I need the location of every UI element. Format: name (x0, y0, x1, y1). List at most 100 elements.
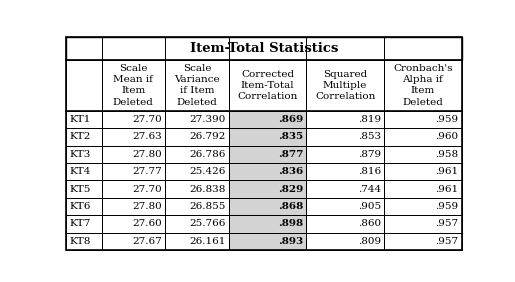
Text: 27.77: 27.77 (132, 167, 162, 176)
Bar (229, 146, 306, 163)
Text: KT3: KT3 (70, 150, 91, 159)
Bar (165, 111, 229, 128)
Bar (384, 60, 461, 111)
Text: .879: .879 (357, 150, 381, 159)
Text: 25.426: 25.426 (189, 167, 226, 176)
Bar (165, 198, 229, 215)
Bar (165, 146, 229, 163)
Text: .959: .959 (435, 115, 458, 124)
Bar (101, 215, 165, 233)
Text: KT6: KT6 (70, 202, 91, 211)
Text: .877: .877 (278, 150, 303, 159)
Bar (229, 128, 306, 146)
Bar (165, 215, 229, 233)
Bar (101, 180, 165, 198)
Text: 27.63: 27.63 (132, 133, 162, 142)
Bar (306, 146, 384, 163)
Bar (66, 215, 101, 233)
Text: .853: .853 (357, 133, 381, 142)
Bar (101, 111, 165, 128)
Bar (384, 198, 461, 215)
Text: .860: .860 (357, 219, 381, 228)
Text: .959: .959 (435, 202, 458, 211)
Text: 27.390: 27.390 (189, 115, 226, 124)
Bar (384, 233, 461, 250)
Text: 27.60: 27.60 (132, 219, 162, 228)
Text: .809: .809 (357, 237, 381, 246)
Bar (229, 198, 306, 215)
Bar (306, 233, 384, 250)
Bar (66, 233, 101, 250)
Bar (66, 180, 101, 198)
Bar (101, 163, 165, 180)
Text: .869: .869 (278, 115, 303, 124)
Bar (66, 198, 101, 215)
Bar (384, 128, 461, 146)
Text: 27.70: 27.70 (132, 185, 162, 194)
Text: Scale
Mean if
Item
Deleted: Scale Mean if Item Deleted (113, 64, 154, 107)
Text: .958: .958 (435, 150, 458, 159)
Text: Corrected
Item-Total
Correlation: Corrected Item-Total Correlation (237, 70, 298, 101)
Bar (306, 198, 384, 215)
Text: 26.161: 26.161 (189, 237, 226, 246)
Bar (66, 128, 101, 146)
Bar (306, 180, 384, 198)
Text: .960: .960 (435, 133, 458, 142)
Bar (101, 60, 165, 111)
Bar (165, 163, 229, 180)
Bar (306, 163, 384, 180)
Bar (165, 180, 229, 198)
Text: KT4: KT4 (70, 167, 91, 176)
Bar (229, 215, 306, 233)
Bar (229, 111, 306, 128)
Text: 26.855: 26.855 (189, 202, 226, 211)
Bar (229, 233, 306, 250)
Text: 25.766: 25.766 (189, 219, 226, 228)
Text: .961: .961 (435, 185, 458, 194)
Text: .893: .893 (278, 237, 303, 246)
Bar (306, 60, 384, 111)
Text: 27.70: 27.70 (132, 115, 162, 124)
Text: .835: .835 (278, 133, 303, 142)
Bar (384, 163, 461, 180)
Bar (101, 146, 165, 163)
Text: .816: .816 (357, 167, 381, 176)
Text: Cronbach's
Alpha if
Item
Deleted: Cronbach's Alpha if Item Deleted (393, 64, 453, 107)
Bar (306, 111, 384, 128)
Text: KT1: KT1 (70, 115, 91, 124)
Text: .898: .898 (278, 219, 303, 228)
Bar (66, 163, 101, 180)
Text: .819: .819 (357, 115, 381, 124)
Bar (384, 111, 461, 128)
Text: KT2: KT2 (70, 133, 91, 142)
Text: .744: .744 (357, 185, 381, 194)
Text: 26.786: 26.786 (189, 150, 226, 159)
Bar (101, 128, 165, 146)
Bar (165, 128, 229, 146)
Text: Squared
Multiple
Correlation: Squared Multiple Correlation (315, 70, 375, 101)
Bar (306, 128, 384, 146)
Text: 26.838: 26.838 (189, 185, 226, 194)
Bar (384, 146, 461, 163)
Bar (101, 198, 165, 215)
Text: .961: .961 (435, 167, 458, 176)
Text: Scale
Variance
if Item
Deleted: Scale Variance if Item Deleted (174, 64, 220, 107)
Bar (165, 60, 229, 111)
Bar (384, 180, 461, 198)
Bar (101, 233, 165, 250)
Text: 27.80: 27.80 (132, 202, 162, 211)
Text: KT8: KT8 (70, 237, 91, 246)
Bar (229, 60, 306, 111)
Bar (229, 163, 306, 180)
Text: .868: .868 (278, 202, 303, 211)
Bar (66, 146, 101, 163)
Text: .836: .836 (278, 167, 303, 176)
Text: 27.67: 27.67 (132, 237, 162, 246)
Text: .905: .905 (357, 202, 381, 211)
Bar (384, 215, 461, 233)
Text: .829: .829 (278, 185, 303, 194)
Bar (66, 37, 461, 60)
Text: Item-Total Statistics: Item-Total Statistics (190, 42, 338, 55)
Bar (229, 180, 306, 198)
Bar (306, 215, 384, 233)
